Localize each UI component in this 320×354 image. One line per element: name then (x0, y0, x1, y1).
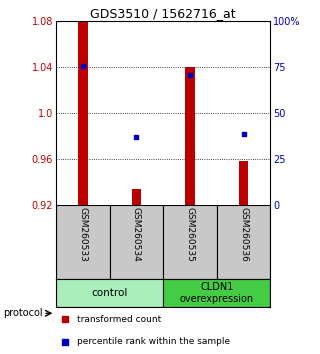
Bar (185, 67, 195, 205)
Text: GSM260536: GSM260536 (239, 207, 248, 262)
Bar (56, 205, 109, 279)
Text: CLDN1
overexpression: CLDN1 overexpression (180, 282, 254, 304)
Text: transformed count: transformed count (77, 315, 162, 324)
Bar (239, 161, 248, 205)
Bar (217, 205, 270, 279)
Text: percentile rank within the sample: percentile rank within the sample (77, 337, 231, 346)
Bar (56, 279, 163, 307)
Text: protocol: protocol (3, 308, 43, 318)
Point (62, 316, 67, 322)
Bar (78, 22, 88, 205)
Text: GSM260533: GSM260533 (78, 207, 87, 262)
Bar (163, 205, 217, 279)
Point (188, 73, 193, 78)
Title: GDS3510 / 1562716_at: GDS3510 / 1562716_at (90, 7, 236, 20)
Bar (109, 205, 163, 279)
Point (62, 339, 67, 344)
Bar (132, 189, 141, 205)
Bar (163, 279, 270, 307)
Text: GSM260534: GSM260534 (132, 207, 141, 262)
Text: control: control (92, 288, 128, 298)
Point (80, 63, 85, 69)
Text: GSM260535: GSM260535 (186, 207, 195, 262)
Point (241, 131, 246, 137)
Point (134, 135, 139, 140)
